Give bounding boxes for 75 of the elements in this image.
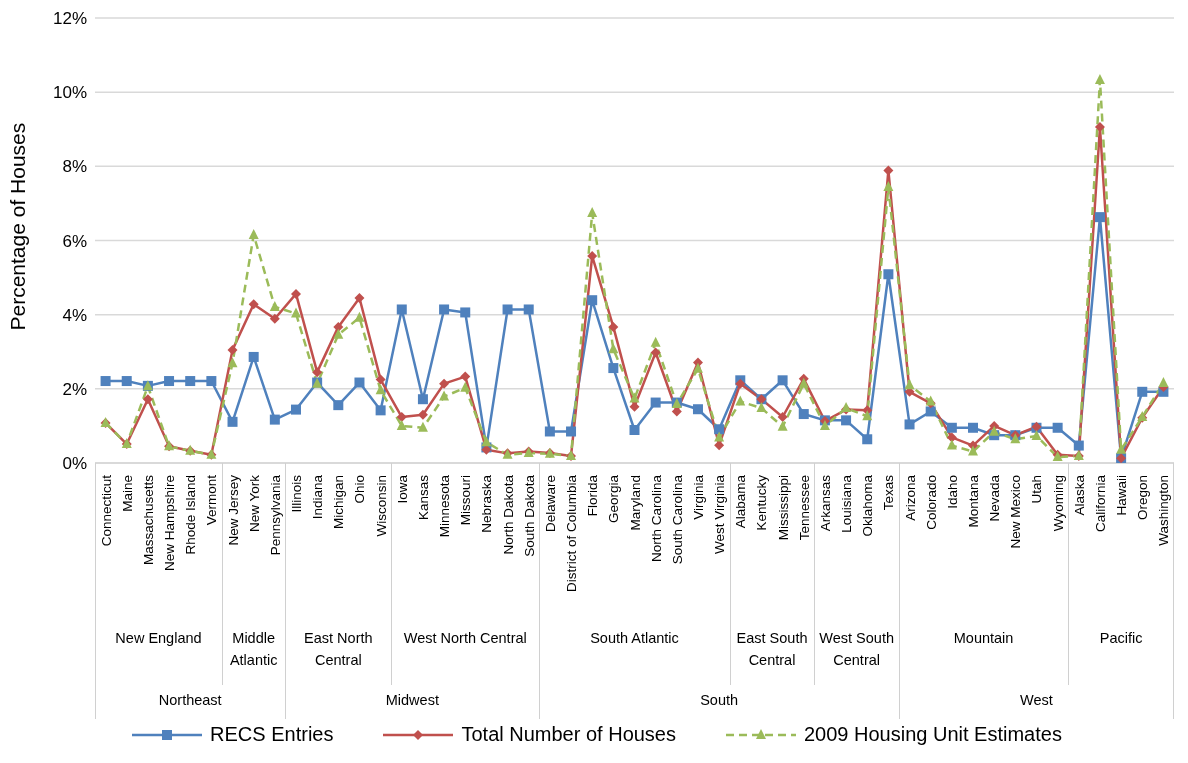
x-tick-label: Nevada — [987, 474, 1003, 522]
x-tick-label: Minnesota — [437, 474, 453, 538]
x-tick-label: Louisiana — [839, 474, 855, 533]
x-tick-label: Pennsylvania — [267, 474, 283, 556]
x-tick-label: Florida — [585, 474, 601, 517]
text: South — [700, 691, 739, 710]
text: Middle Atlantic — [228, 629, 279, 670]
x-tick-label: Washington — [1156, 475, 1172, 546]
text: West — [1020, 691, 1053, 710]
y-tick-label: 12% — [52, 9, 87, 29]
x-tick-label: District of Columbia — [564, 474, 580, 593]
x-tick-label: California — [1092, 474, 1108, 533]
x-tick-label: Michigan — [331, 475, 347, 530]
y-tick-label: 10% — [52, 83, 87, 103]
text: Pacific — [1099, 629, 1143, 648]
x-tick-label: Arizona — [902, 474, 918, 521]
x-tick-label: Indiana — [310, 474, 326, 520]
y-tick-label: 8% — [62, 157, 87, 177]
y-tick-label: 2% — [62, 379, 87, 399]
text: Mountain — [953, 629, 1014, 648]
x-tick-label: Missouri — [458, 475, 474, 526]
y-tick-label: 4% — [62, 305, 87, 325]
x-tick-label: Alabama — [733, 474, 749, 529]
x-tick-label: West Virginia — [712, 474, 728, 555]
x-tick-label: Rhode Island — [183, 475, 199, 555]
x-tick-label: Texas — [881, 474, 897, 511]
x-tick-label: Montana — [966, 474, 982, 528]
x-tick-label: Alaska — [1071, 474, 1087, 516]
x-tick-label: Connecticut — [98, 474, 114, 547]
x-tick-label: New Hampshire — [162, 475, 178, 572]
x-tick-label: Maine — [119, 475, 135, 512]
x-tick-label: South Carolina — [669, 474, 685, 565]
text: West South Central — [818, 629, 895, 670]
text: Northeast — [158, 691, 222, 710]
text: West North Central — [403, 629, 527, 648]
x-tick-label: Tennessee — [796, 475, 812, 541]
x-tick-label: Wyoming — [1050, 475, 1066, 532]
x-tick-label: Utah — [1029, 475, 1045, 504]
x-tick-label: Ohio — [352, 475, 368, 504]
y-axis-title: Percentage of Houses — [6, 122, 30, 331]
x-tick-label: South Dakota — [521, 474, 537, 557]
x-tick-label: Virginia — [690, 474, 706, 520]
text: New England — [115, 629, 202, 648]
text: East South Central — [735, 629, 809, 670]
x-tick-label: New Jersey — [225, 474, 241, 546]
legend-label: RECS Entries — [210, 723, 334, 746]
x-tick-label: Vermont — [204, 474, 220, 526]
x-tick-label: North Carolina — [648, 474, 664, 563]
x-tick-label: Arkansas — [817, 474, 833, 532]
x-tick-label: Illinois — [288, 474, 304, 513]
x-tick-label: Kentucky — [754, 474, 770, 531]
x-tick-label: Mississippi — [775, 475, 791, 541]
x-tick-label: Hawaii — [1114, 475, 1130, 516]
y-tick-label: 0% — [62, 454, 87, 474]
x-tick-label: New York — [246, 474, 262, 533]
legend-label: Total Number of Houses — [461, 723, 676, 746]
x-tick-label: Oregon — [1135, 475, 1151, 521]
legend-label: 2009 Housing Unit Estimates — [804, 723, 1062, 746]
x-tick-label: Maryland — [627, 475, 643, 531]
text: South Atlantic — [590, 629, 679, 648]
text: Midwest — [385, 691, 439, 710]
text: East North Central — [303, 629, 374, 670]
x-tick-label: Kansas — [415, 474, 431, 521]
x-tick-label: North Dakota — [500, 474, 516, 555]
x-tick-label: Wisconsin — [373, 475, 389, 537]
x-tick-label: Nebraska — [479, 474, 495, 533]
x-tick-label: Idaho — [944, 475, 960, 509]
x-tick-label: Georgia — [606, 474, 622, 524]
x-tick-label: Delaware — [542, 475, 558, 533]
x-tick-label: New Mexico — [1008, 475, 1024, 549]
x-tick-label: Massachusetts — [140, 474, 156, 566]
y-tick-label: 6% — [62, 231, 87, 251]
x-tick-label: Iowa — [394, 474, 410, 504]
x-tick-label: Oklahoma — [860, 474, 876, 537]
x-tick-label: Colorado — [923, 475, 939, 530]
